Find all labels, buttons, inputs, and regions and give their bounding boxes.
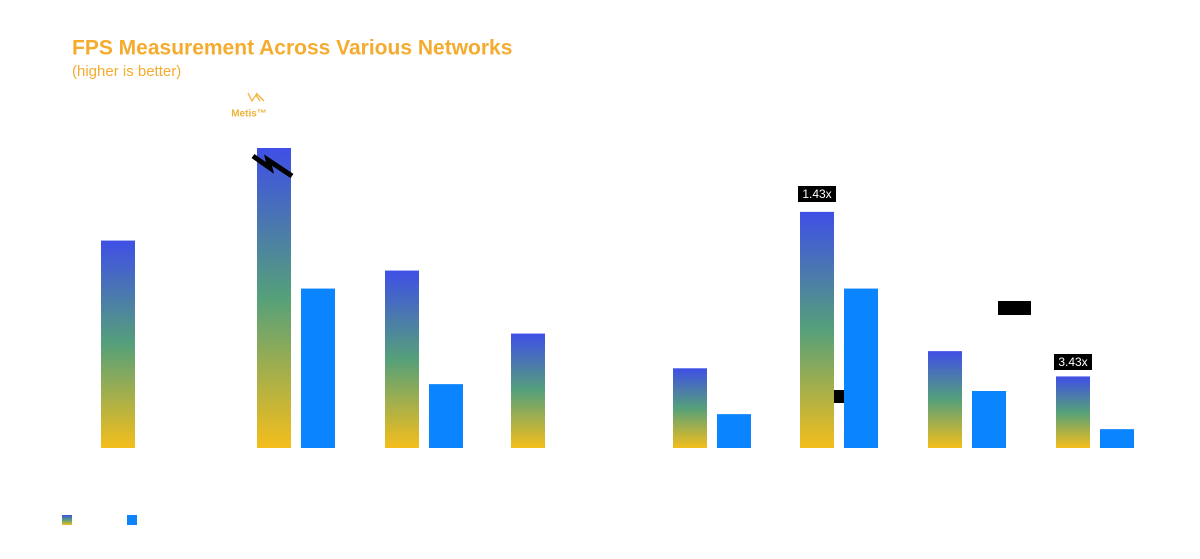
- annotation: 3.43x: [1058, 355, 1087, 369]
- legend-swatch: [62, 515, 72, 525]
- bar: [844, 288, 878, 448]
- bar: [429, 384, 463, 448]
- bar: [511, 333, 545, 448]
- bar: [673, 368, 707, 448]
- bar: [800, 211, 834, 448]
- bar: [301, 288, 335, 448]
- chart-subtitle: (higher is better): [72, 63, 181, 80]
- annotation: 1.43x: [802, 187, 831, 201]
- bar: [385, 270, 419, 448]
- redacted-box: [998, 301, 1031, 315]
- logo-text: Metis™: [231, 109, 267, 120]
- bar: [101, 240, 135, 448]
- logo-icon: [247, 92, 265, 103]
- bar: [972, 391, 1006, 448]
- annotation-box: [798, 186, 836, 202]
- legend-swatch: [127, 515, 137, 525]
- redacted-box: [834, 390, 844, 403]
- axis-break: [251, 153, 294, 179]
- bar: [928, 351, 962, 448]
- chart-title: FPS Measurement Across Various Networks: [72, 37, 512, 60]
- bar: [717, 414, 751, 448]
- bar: [1100, 429, 1134, 448]
- bar: [1056, 376, 1090, 448]
- plot: 1.43x 3.43x: [62, 147, 1158, 525]
- annotation-box: [1054, 354, 1092, 370]
- bar: [257, 148, 291, 448]
